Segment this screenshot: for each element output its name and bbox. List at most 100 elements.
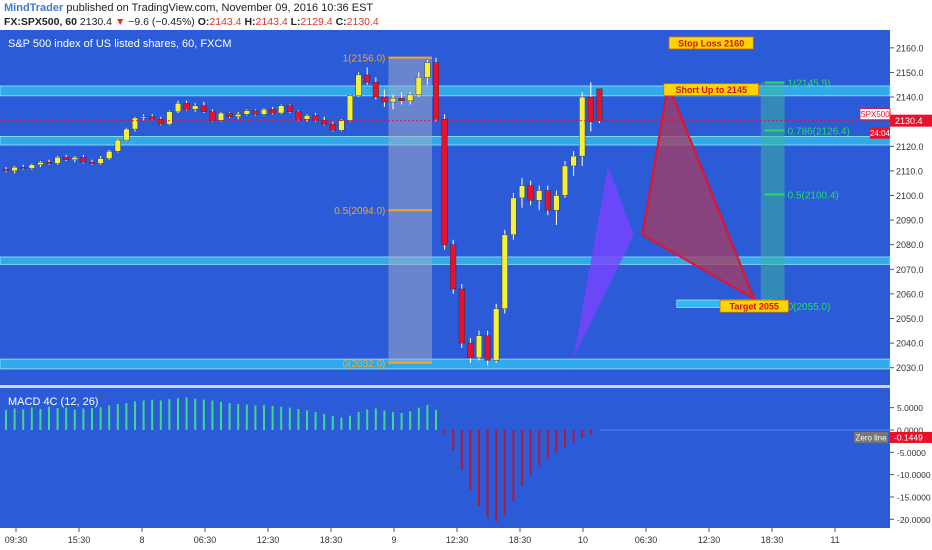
last-price-tag-label: 2130.4 [895, 116, 923, 126]
candle[interactable] [587, 96, 594, 122]
candle[interactable] [11, 166, 18, 172]
fib-target-label: 0.786(2126.4) [788, 127, 850, 138]
candle[interactable] [28, 164, 35, 169]
annotation-label: Short Up to 2145 [675, 85, 747, 95]
candle[interactable] [467, 342, 474, 359]
candle[interactable] [140, 116, 147, 119]
candle[interactable] [433, 62, 440, 120]
candle[interactable] [97, 158, 104, 164]
candle[interactable] [390, 98, 397, 103]
price-axis[interactable] [890, 30, 932, 530]
candle[interactable] [484, 335, 491, 361]
candle[interactable] [183, 103, 190, 110]
annotation-box[interactable] [663, 83, 759, 97]
candle[interactable] [295, 111, 302, 120]
candle[interactable] [106, 150, 113, 159]
annotation-label: Stop Loss 2160 [678, 38, 744, 48]
price-tick-label: 2160.0 [896, 43, 924, 53]
candle[interactable] [544, 190, 551, 211]
candle[interactable] [278, 105, 285, 114]
candle[interactable] [570, 155, 577, 167]
candle[interactable] [424, 62, 431, 78]
time-tick-label: 10 [578, 535, 588, 545]
candle[interactable] [501, 234, 508, 309]
high-value: 2143.4 [255, 16, 288, 28]
candle[interactable] [329, 123, 336, 131]
candle[interactable] [235, 114, 242, 117]
candle[interactable] [192, 105, 199, 110]
candle[interactable] [493, 308, 500, 361]
candle[interactable] [46, 162, 53, 164]
candle[interactable] [149, 116, 156, 120]
candle[interactable] [286, 105, 293, 113]
candle[interactable] [269, 109, 276, 114]
fib-level-label: 1(2156.0) [343, 54, 386, 65]
candle[interactable] [553, 195, 560, 211]
candle[interactable] [131, 117, 138, 130]
harmonic-pattern-leg[interactable] [573, 165, 634, 358]
candle[interactable] [88, 162, 95, 164]
harmonic-pattern-triangle[interactable] [641, 81, 757, 302]
candle[interactable] [157, 118, 164, 125]
candle[interactable] [123, 128, 130, 141]
symbol-label[interactable]: FX:SPX500, 60 [4, 16, 77, 28]
candle[interactable] [209, 111, 216, 121]
candle[interactable] [226, 112, 233, 117]
candle[interactable] [80, 157, 87, 163]
candle[interactable] [398, 98, 405, 101]
macd-pane[interactable] [0, 388, 890, 528]
time-tick-label: 18:30 [761, 535, 784, 545]
sr-zone[interactable] [0, 256, 891, 265]
low-value: 2129.4 [300, 16, 333, 28]
candle[interactable] [338, 120, 345, 131]
candle[interactable] [200, 105, 207, 113]
macd-value-tag [890, 431, 932, 443]
time-tick-label: 8 [139, 535, 144, 545]
candle[interactable] [510, 197, 517, 236]
fib-level-label: 0.5(2094.0) [334, 206, 385, 217]
candle[interactable] [304, 115, 311, 120]
candle[interactable] [364, 74, 371, 83]
author-name[interactable]: MindTrader [4, 2, 64, 14]
candle[interactable] [3, 169, 9, 172]
candle[interactable] [217, 112, 224, 121]
candle[interactable] [381, 96, 388, 103]
candle[interactable] [355, 74, 362, 97]
pane-divider[interactable] [0, 385, 890, 388]
candle[interactable] [407, 94, 414, 101]
candle[interactable] [114, 139, 121, 152]
candle[interactable] [536, 190, 543, 201]
candle[interactable] [415, 77, 422, 95]
time-axis[interactable] [0, 528, 932, 550]
annotation-box[interactable] [719, 299, 789, 313]
candle[interactable] [527, 185, 534, 201]
annotation-box[interactable] [668, 36, 754, 50]
candle[interactable] [243, 110, 250, 115]
candle[interactable] [37, 162, 44, 165]
candle[interactable] [252, 110, 259, 115]
candle[interactable] [476, 335, 483, 359]
macd-tick-label: -10.0000 [897, 470, 931, 480]
sr-zone[interactable] [0, 85, 891, 97]
candle[interactable] [519, 185, 526, 199]
candle[interactable] [458, 288, 465, 344]
candle[interactable] [372, 82, 379, 98]
candle[interactable] [347, 95, 354, 121]
candle[interactable] [166, 111, 173, 125]
candle[interactable] [562, 165, 569, 196]
fib-level-label: 0(2032.0) [343, 359, 386, 370]
candle[interactable] [312, 115, 319, 121]
candle[interactable] [63, 157, 70, 160]
candle[interactable] [450, 244, 457, 290]
candle[interactable] [441, 118, 448, 245]
candle[interactable] [174, 103, 181, 113]
sr-zone[interactable] [0, 358, 891, 370]
candle[interactable] [579, 96, 586, 157]
candle[interactable] [596, 88, 603, 121]
countdown-tag [870, 127, 890, 139]
chart-area[interactable]: 1(2156.0) 0.5(2094.0) 0(2032.0) 1(2145.9) 0.… [0, 30, 932, 550]
candle[interactable] [20, 166, 27, 169]
candle[interactable] [71, 157, 78, 160]
candle[interactable] [54, 157, 61, 164]
candle[interactable] [261, 109, 268, 115]
